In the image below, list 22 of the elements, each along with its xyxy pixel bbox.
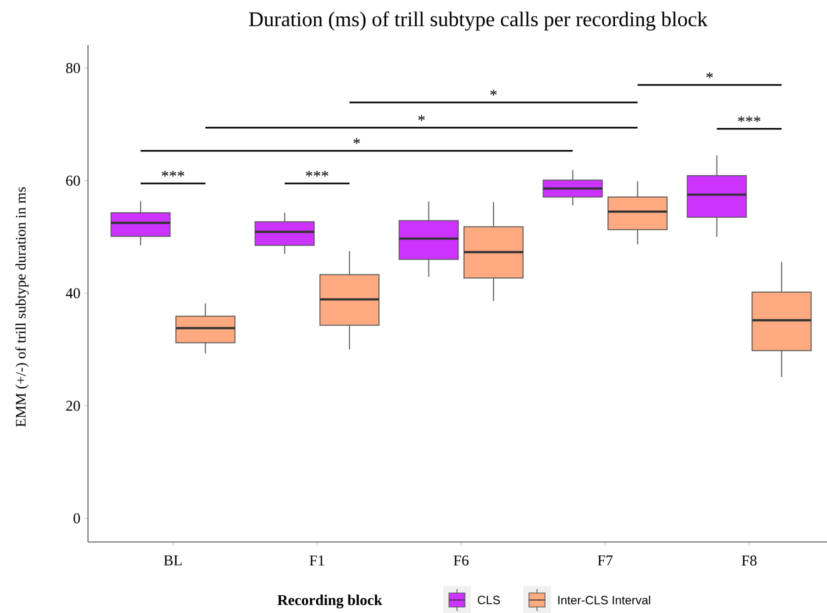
y-tick-label: 40 xyxy=(66,288,80,298)
x-tick-label: F8 xyxy=(742,556,757,566)
annotation: *** xyxy=(738,116,760,122)
x-tick-label: BL xyxy=(164,556,182,566)
annotation: *** xyxy=(306,170,328,177)
annotation: * xyxy=(490,90,497,96)
annotation: *** xyxy=(162,170,184,177)
y-tick-label: 80 xyxy=(66,63,80,74)
legend-title: Recording block xyxy=(277,594,382,608)
x-tick-label: F6 xyxy=(454,556,469,566)
annotation: * xyxy=(418,115,425,121)
y-tick-label: 0 xyxy=(74,513,80,524)
legend-label: CLS xyxy=(478,596,500,604)
x-tick-label: F7 xyxy=(598,556,613,566)
annotation: * xyxy=(353,138,360,144)
chart-title: Duration (ms) of trill subtype calls per recording block xyxy=(249,11,708,31)
y-tick-label: 60 xyxy=(66,176,80,186)
legend-label: Inter-CLS Interval xyxy=(558,596,650,604)
y-axis-title: EMM (+/-) of trill subtype duration in ms xyxy=(15,187,29,427)
x-tick-label: F1 xyxy=(310,556,324,566)
y-tick-label: 20 xyxy=(66,400,80,411)
annotation: * xyxy=(706,72,713,78)
